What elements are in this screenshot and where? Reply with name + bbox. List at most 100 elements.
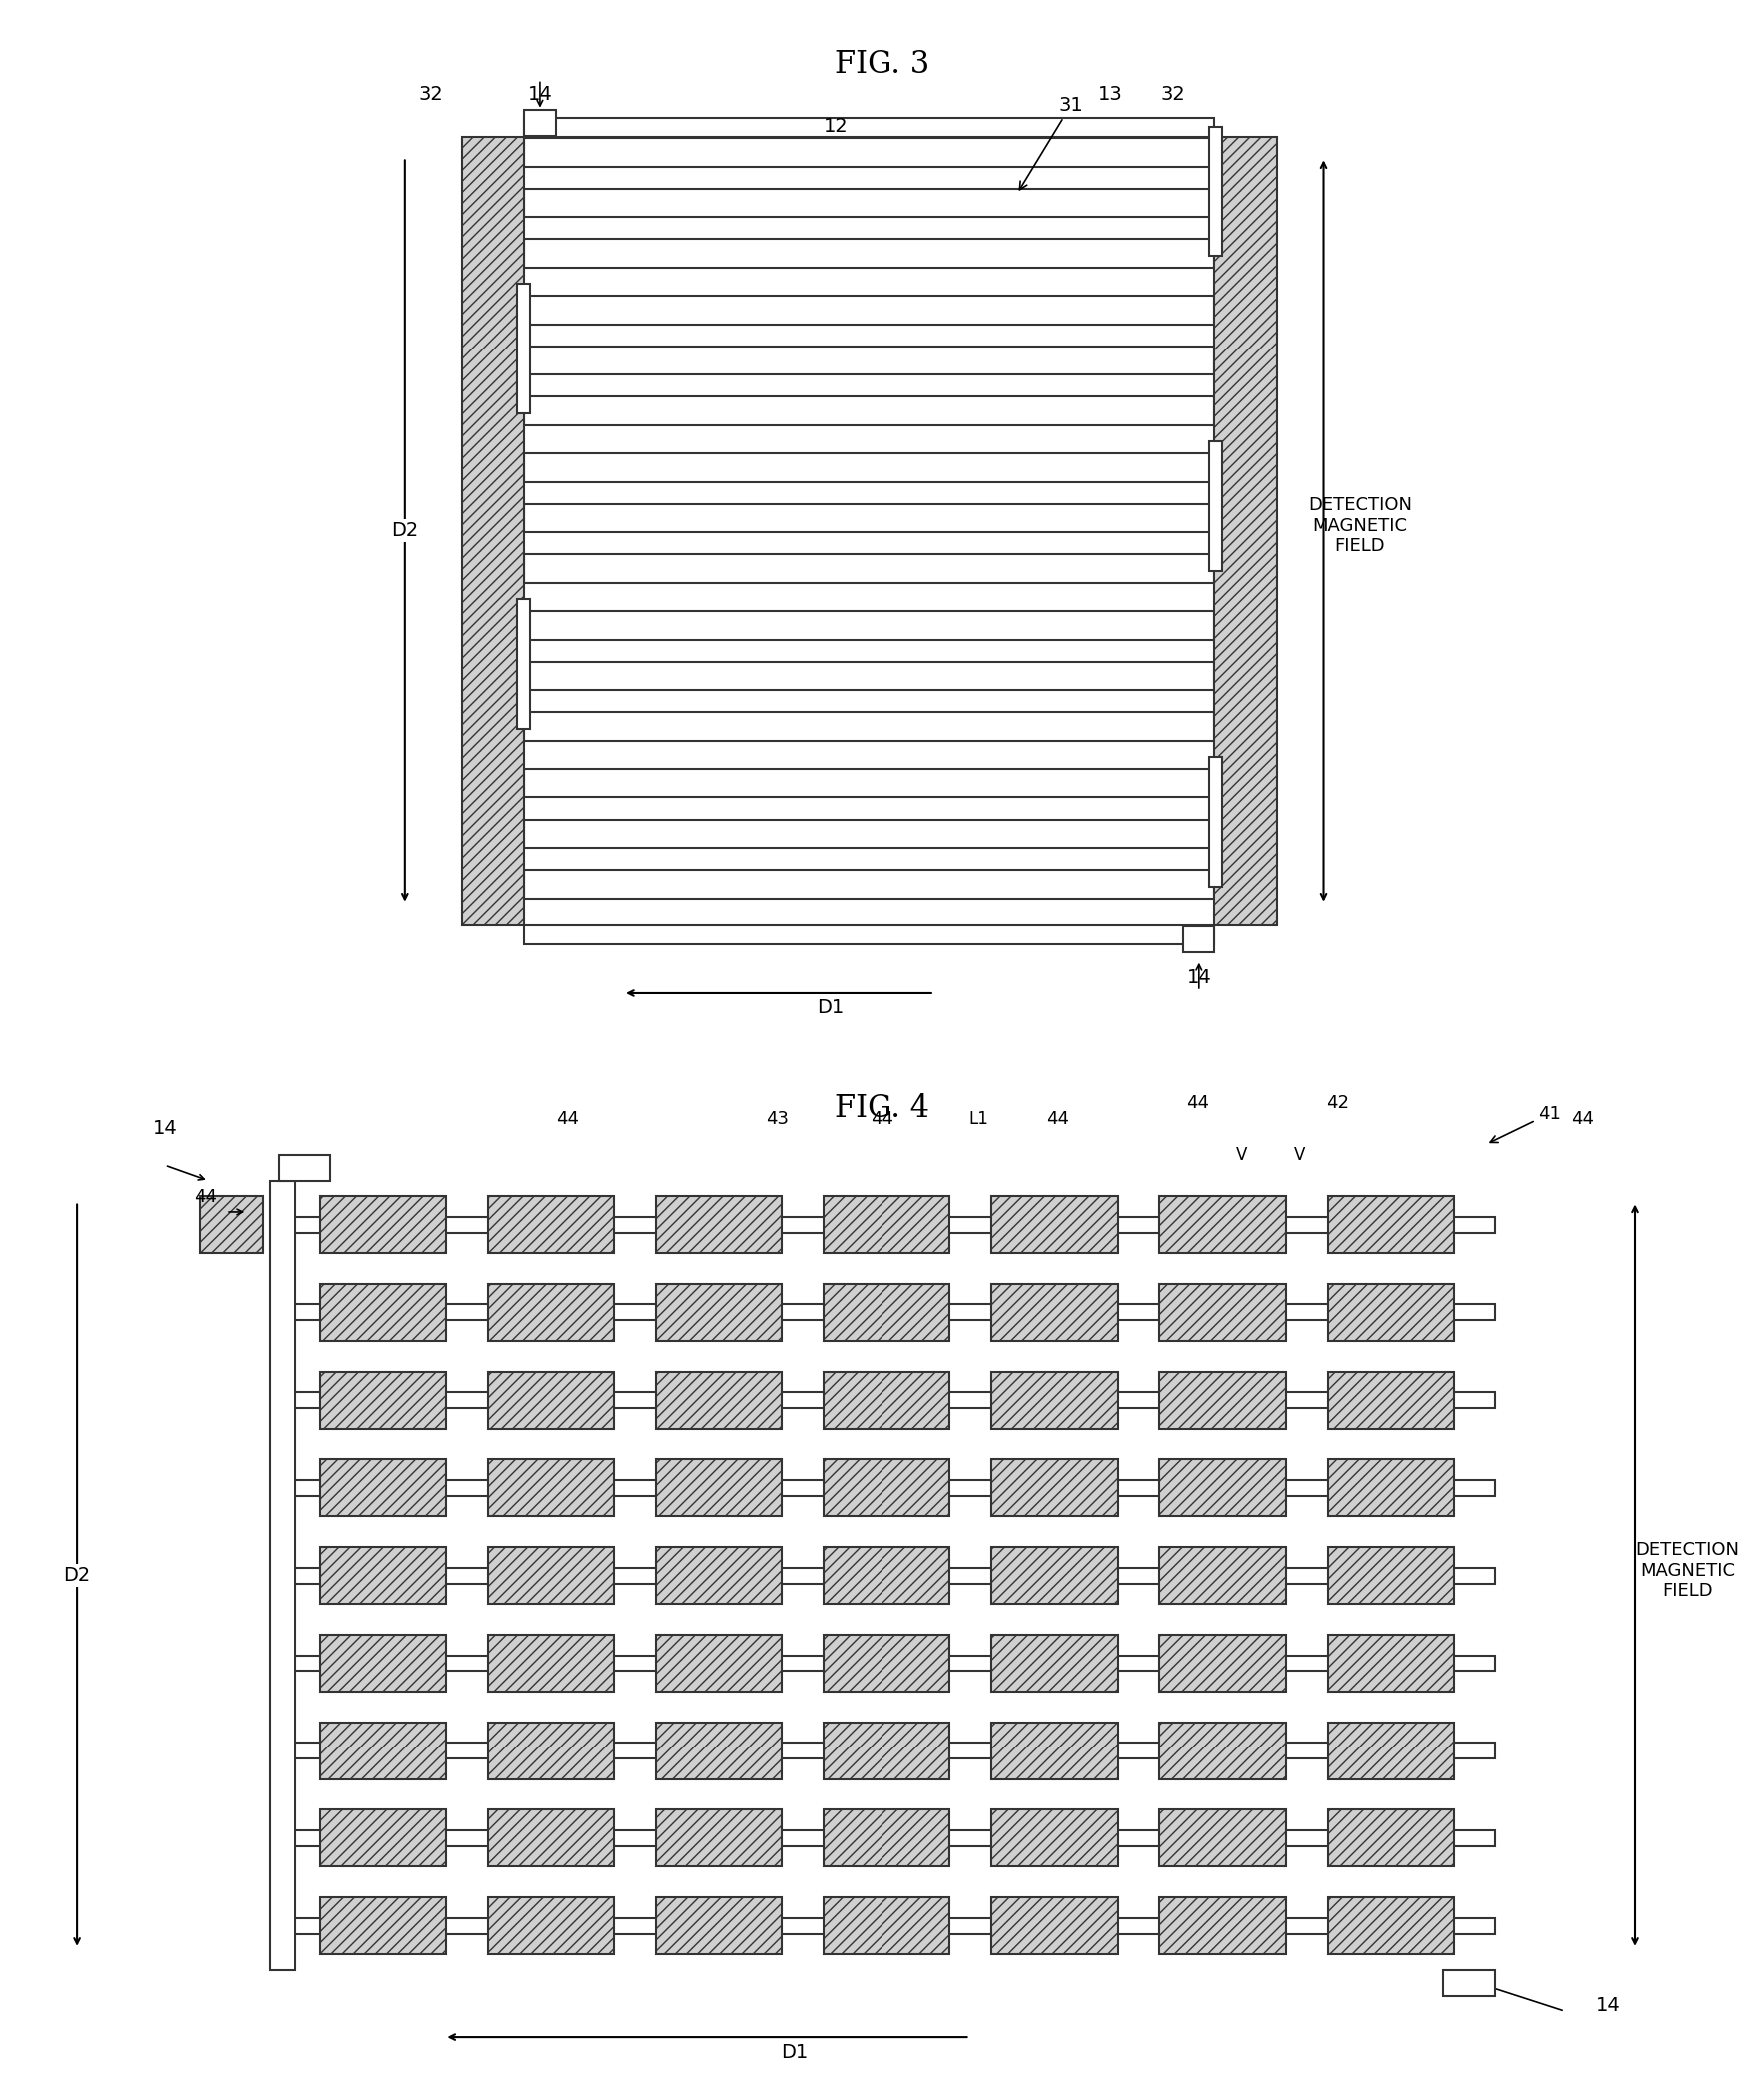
Bar xyxy=(1327,1285,1454,1341)
Bar xyxy=(462,136,524,924)
Bar xyxy=(1327,1809,1454,1868)
Bar xyxy=(1159,1197,1284,1253)
Bar xyxy=(319,1459,446,1515)
Text: 14: 14 xyxy=(1596,1995,1621,2014)
Text: 44: 44 xyxy=(870,1111,894,1128)
Bar xyxy=(991,1723,1117,1780)
Bar xyxy=(656,1285,781,1341)
Bar xyxy=(1327,1459,1454,1515)
Bar xyxy=(656,1459,781,1515)
Bar xyxy=(524,138,1214,166)
Bar xyxy=(524,239,1214,268)
Text: L1: L1 xyxy=(968,1111,988,1128)
Bar xyxy=(524,769,1214,796)
Text: D1: D1 xyxy=(781,2042,808,2060)
Bar xyxy=(656,1547,781,1603)
Bar xyxy=(489,1635,614,1691)
Bar xyxy=(1159,1285,1284,1341)
Text: 44: 44 xyxy=(1185,1094,1208,1113)
Bar xyxy=(279,1304,1494,1320)
Text: D1: D1 xyxy=(817,998,843,1017)
Bar xyxy=(824,1547,949,1603)
Bar xyxy=(524,713,1214,740)
Bar xyxy=(824,1897,949,1953)
Bar xyxy=(319,1723,446,1780)
Bar xyxy=(524,662,1214,690)
Bar xyxy=(524,346,1214,375)
Text: 32: 32 xyxy=(1161,86,1185,105)
Bar xyxy=(991,1197,1117,1253)
Bar xyxy=(279,1218,1494,1232)
Bar xyxy=(1159,1809,1284,1868)
Text: 31: 31 xyxy=(1020,96,1083,191)
Bar xyxy=(824,1723,949,1780)
Bar xyxy=(524,924,1214,943)
Bar xyxy=(991,1635,1117,1691)
Bar xyxy=(489,1371,614,1429)
Bar xyxy=(824,1197,949,1253)
Bar xyxy=(319,1809,446,1868)
Text: 32: 32 xyxy=(418,86,443,105)
Text: DETECTION
MAGNETIC
FIELD: DETECTION MAGNETIC FIELD xyxy=(1635,1541,1739,1599)
Bar xyxy=(279,1480,1494,1497)
Text: D2: D2 xyxy=(392,522,418,541)
Text: FIG. 3: FIG. 3 xyxy=(834,48,930,80)
Bar xyxy=(489,1197,614,1253)
Bar xyxy=(489,1809,614,1868)
Text: 41: 41 xyxy=(1491,1105,1561,1142)
Text: V: V xyxy=(1293,1147,1304,1165)
Text: V: V xyxy=(1235,1147,1247,1165)
Text: 13: 13 xyxy=(1097,86,1122,105)
Bar xyxy=(991,1371,1117,1429)
Bar xyxy=(279,1568,1494,1582)
Bar xyxy=(489,1285,614,1341)
Bar xyxy=(524,555,1214,583)
Text: 44: 44 xyxy=(1570,1111,1593,1128)
Bar xyxy=(524,505,1214,532)
Bar xyxy=(489,1723,614,1780)
Bar xyxy=(991,1285,1117,1341)
Bar xyxy=(1327,1197,1454,1253)
Bar xyxy=(489,1547,614,1603)
Bar xyxy=(1159,1459,1284,1515)
Text: 44: 44 xyxy=(556,1111,579,1128)
Bar xyxy=(991,1809,1117,1868)
Bar xyxy=(517,285,529,413)
Bar xyxy=(991,1547,1117,1603)
Bar xyxy=(1441,1970,1494,1995)
Bar xyxy=(1327,1635,1454,1691)
Text: D2: D2 xyxy=(64,1566,90,1585)
Bar xyxy=(279,1392,1494,1409)
Bar xyxy=(319,1547,446,1603)
Bar xyxy=(1159,1897,1284,1953)
Text: 14: 14 xyxy=(1185,966,1210,987)
Bar xyxy=(524,296,1214,325)
Bar xyxy=(1327,1371,1454,1429)
Text: 14: 14 xyxy=(152,1119,176,1138)
Bar xyxy=(524,396,1214,425)
Bar xyxy=(524,820,1214,849)
Bar xyxy=(656,1371,781,1429)
Bar xyxy=(489,1459,614,1515)
Bar xyxy=(279,1742,1494,1759)
Bar xyxy=(1214,136,1275,924)
Bar xyxy=(991,1459,1117,1515)
Bar xyxy=(524,612,1214,639)
Text: 43: 43 xyxy=(766,1111,789,1128)
Text: 14: 14 xyxy=(527,86,552,105)
Bar xyxy=(524,870,1214,899)
Bar xyxy=(1327,1897,1454,1953)
Bar xyxy=(319,1635,446,1691)
Text: 42: 42 xyxy=(1325,1094,1348,1113)
Bar xyxy=(991,1897,1117,1953)
Bar xyxy=(824,1285,949,1341)
Bar xyxy=(1182,926,1214,952)
Bar xyxy=(279,1656,1494,1671)
Bar xyxy=(1327,1723,1454,1780)
Bar xyxy=(1159,1371,1284,1429)
Bar xyxy=(656,1635,781,1691)
Bar xyxy=(824,1371,949,1429)
Bar xyxy=(1208,757,1221,887)
Bar xyxy=(524,189,1214,218)
Text: 44: 44 xyxy=(194,1188,217,1205)
